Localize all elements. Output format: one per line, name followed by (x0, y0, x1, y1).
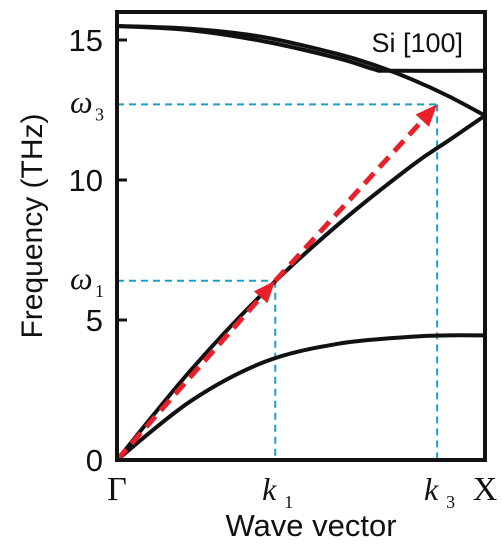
y-mark-sub-0: 1 (95, 281, 104, 301)
guide-lines-layer (117, 103, 439, 460)
plot-frame (115, 10, 487, 462)
arrow-shaft-1 (115, 295, 263, 462)
y-tick-label-0: 0 (86, 443, 103, 478)
y-tick-label-2: 10 (69, 163, 103, 198)
y-mark-label-0: ω (70, 260, 93, 296)
axes-frame-layer (115, 10, 487, 462)
arrow-head-2 (415, 104, 438, 127)
y-mark-sub-1: 3 (95, 104, 104, 124)
curves-layer (115, 24, 487, 462)
x-tick-sub-1: 1 (284, 492, 293, 512)
arrows-layer (115, 104, 438, 462)
series-line-2 (115, 113, 487, 462)
series-line-4 (116, 24, 486, 73)
x-axis-label: Wave vector (225, 508, 396, 543)
y-mark-label-1: ω (70, 83, 93, 119)
x-tick-label-1: k (262, 471, 277, 507)
x-tick-sub-2: 3 (446, 492, 455, 512)
y-axis-label: Frequency (THz) (16, 113, 49, 338)
series-line-1 (115, 333, 486, 462)
y-tick-label-1: 5 (86, 303, 103, 338)
x-tick-label-0: Γ (107, 471, 127, 508)
x-tick-label-2: k (424, 471, 439, 507)
x-tick-label-3: X (473, 471, 498, 508)
material-annotation: Si [100] (371, 28, 463, 58)
arrow-head-1 (253, 280, 276, 304)
y-tick-label-3: 15 (69, 23, 103, 58)
arrow-shaft-2 (273, 118, 425, 283)
